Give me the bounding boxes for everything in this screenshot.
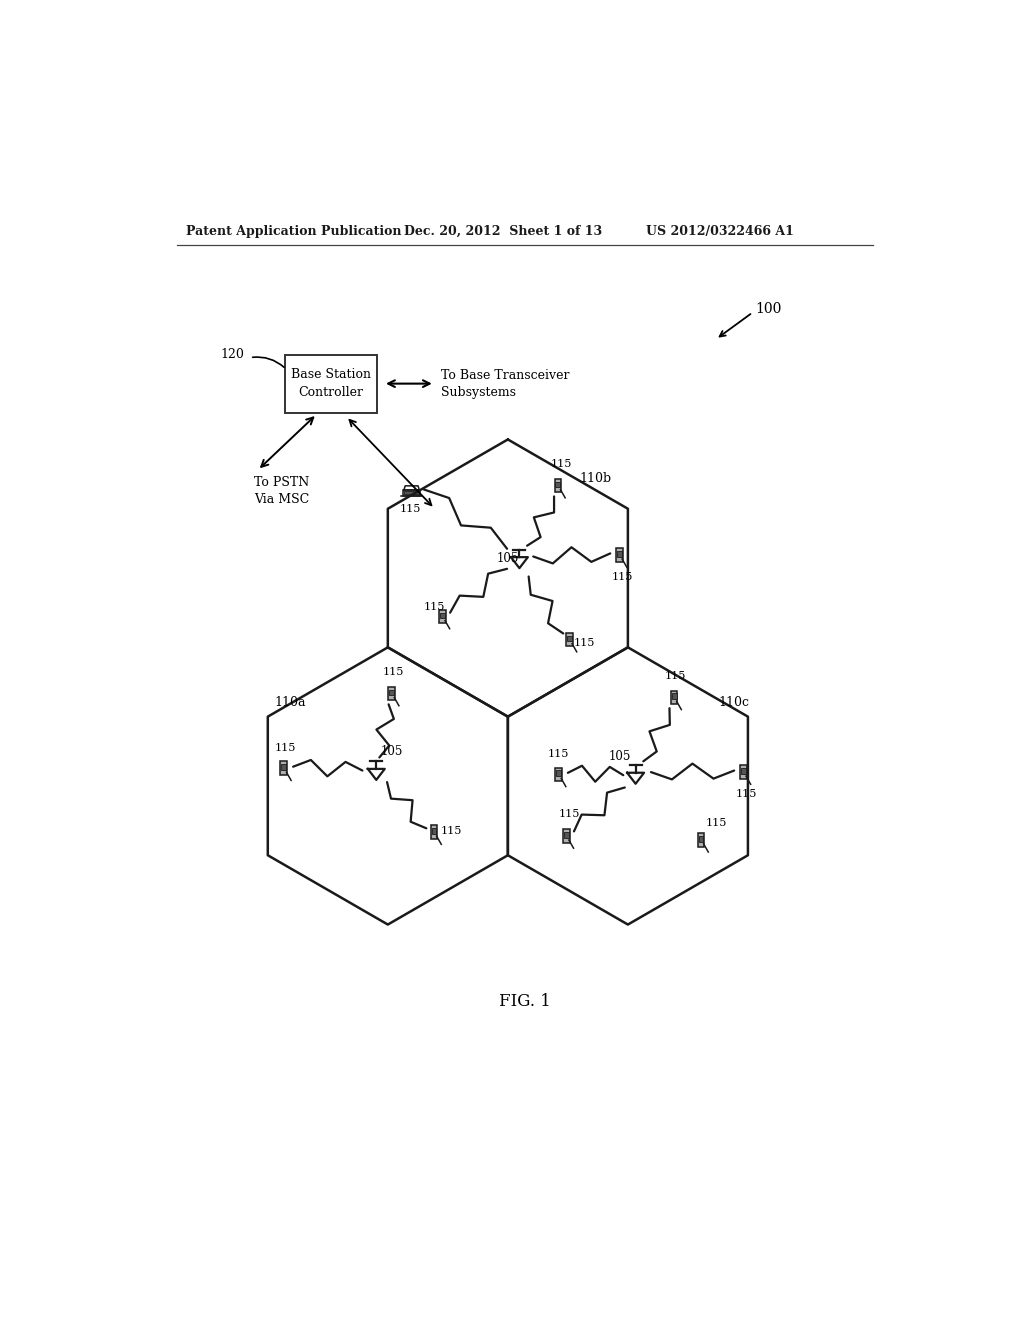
Text: 115: 115 — [382, 667, 403, 677]
Text: 110a: 110a — [274, 696, 306, 709]
Text: 115: 115 — [550, 459, 571, 469]
FancyBboxPatch shape — [439, 610, 445, 623]
Text: 105: 105 — [497, 552, 519, 565]
FancyBboxPatch shape — [616, 548, 623, 562]
FancyBboxPatch shape — [555, 768, 562, 781]
FancyBboxPatch shape — [282, 764, 287, 770]
FancyBboxPatch shape — [564, 832, 568, 838]
FancyBboxPatch shape — [671, 690, 678, 704]
Text: US 2012/0322466 A1: US 2012/0322466 A1 — [646, 224, 795, 238]
Text: 105: 105 — [608, 750, 631, 763]
Text: 120: 120 — [220, 348, 245, 362]
FancyBboxPatch shape — [566, 632, 572, 647]
FancyBboxPatch shape — [698, 836, 703, 842]
FancyBboxPatch shape — [672, 693, 677, 700]
FancyBboxPatch shape — [740, 766, 746, 779]
Text: 115: 115 — [611, 572, 633, 582]
Text: 115: 115 — [440, 825, 462, 836]
Text: Patent Application Publication: Patent Application Publication — [186, 224, 401, 238]
Text: To PSTN
Via MSC: To PSTN Via MSC — [254, 477, 309, 507]
Text: 100: 100 — [756, 301, 782, 315]
FancyBboxPatch shape — [617, 550, 622, 557]
FancyBboxPatch shape — [563, 829, 569, 842]
FancyBboxPatch shape — [281, 762, 288, 775]
Text: Dec. 20, 2012  Sheet 1 of 13: Dec. 20, 2012 Sheet 1 of 13 — [403, 224, 602, 238]
FancyBboxPatch shape — [431, 828, 436, 834]
FancyBboxPatch shape — [556, 771, 561, 776]
FancyBboxPatch shape — [555, 482, 560, 487]
Text: FIG. 1: FIG. 1 — [499, 993, 551, 1010]
FancyBboxPatch shape — [567, 636, 571, 642]
Text: 115: 115 — [274, 743, 296, 754]
Text: 115: 115 — [574, 638, 595, 648]
FancyBboxPatch shape — [741, 768, 745, 774]
FancyBboxPatch shape — [555, 479, 561, 492]
FancyBboxPatch shape — [440, 612, 444, 618]
FancyBboxPatch shape — [403, 490, 420, 496]
Text: 115: 115 — [706, 818, 727, 828]
Text: Base Station
Controller: Base Station Controller — [291, 368, 371, 399]
FancyBboxPatch shape — [431, 825, 437, 840]
FancyBboxPatch shape — [389, 689, 394, 696]
Text: 115: 115 — [665, 671, 686, 681]
FancyBboxPatch shape — [404, 491, 419, 494]
Text: 115: 115 — [548, 750, 569, 759]
Text: 115: 115 — [400, 504, 422, 513]
Text: 115: 115 — [558, 809, 580, 820]
Text: 110b: 110b — [580, 471, 612, 484]
FancyBboxPatch shape — [388, 686, 395, 701]
Text: 115: 115 — [423, 602, 444, 612]
FancyBboxPatch shape — [285, 355, 377, 412]
Text: 115: 115 — [735, 788, 757, 799]
Text: 105: 105 — [380, 744, 402, 758]
FancyBboxPatch shape — [697, 833, 705, 846]
Text: To Base Transceiver
Subsystems: To Base Transceiver Subsystems — [441, 368, 569, 399]
Text: 110c: 110c — [718, 696, 749, 709]
